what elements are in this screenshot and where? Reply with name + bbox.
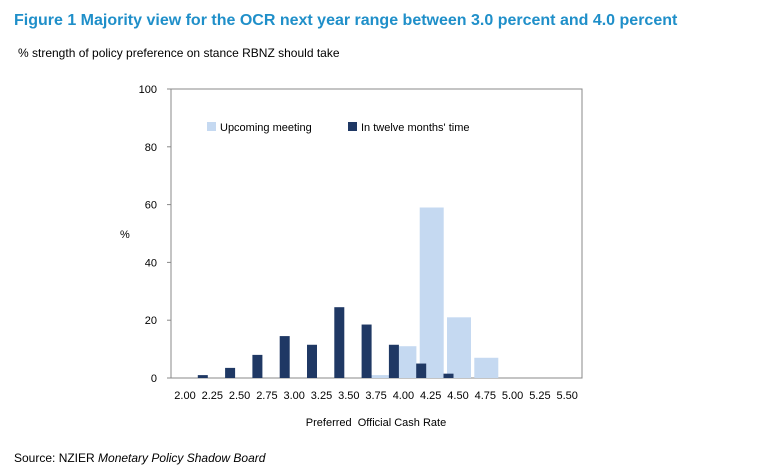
legend: Upcoming meeting In twelve months' time [207, 122, 469, 134]
legend-upcoming-meeting: Upcoming meeting [207, 122, 312, 134]
x-tick-label: 4.00 [393, 390, 414, 402]
legend-twelve-months: In twelve months' time [348, 122, 469, 134]
y-tick-label: 60 [145, 200, 157, 212]
source-publication: Monetary Policy Shadow Board [98, 451, 266, 465]
bars [197, 207, 499, 378]
x-tick-label: 2.75 [256, 390, 277, 402]
y-tick-label: 20 [145, 315, 157, 327]
x-tick-label: 2.25 [202, 390, 223, 402]
x-tick-label: 4.25 [420, 390, 441, 402]
x-tick-label: 4.50 [447, 390, 468, 402]
bar-upcoming-meeting [447, 317, 471, 378]
legend-swatch [207, 122, 216, 131]
bar-twelve-months [279, 336, 290, 378]
legend-label: In twelve months' time [361, 122, 469, 134]
bar-twelve-months [416, 363, 427, 378]
y-axis-label: % [120, 229, 130, 241]
x-tick-label: 3.00 [283, 390, 304, 402]
y-tick-label: 40 [145, 257, 157, 269]
x-tick-label: 3.75 [365, 390, 386, 402]
source-prefix: Source: NZIER [14, 451, 99, 465]
bar-upcoming-meeting [419, 207, 444, 378]
chart-title: Figure 1 Majority view for the OCR next … [14, 12, 678, 29]
y-tick-label: 0 [151, 373, 157, 385]
x-axis: 2.00 2.25 2.50 2.75 3.00 3.25 3.50 3.75 4.00 4.25… [174, 390, 578, 402]
bar-upcoming-meeting [474, 357, 499, 378]
bar-upcoming-meeting [365, 375, 390, 378]
bar-twelve-months [361, 324, 372, 378]
bar-twelve-months [388, 344, 399, 378]
x-tick-label: 2.00 [174, 390, 195, 402]
legend-swatch [348, 122, 357, 131]
legend-label: Upcoming meeting [220, 122, 312, 134]
bar-twelve-months [307, 344, 317, 378]
x-tick-label: 4.75 [475, 390, 496, 402]
x-tick-label: 5.25 [529, 390, 550, 402]
y-tick-label: 80 [145, 142, 157, 154]
x-axis-label: Preferred Official Cash Rate [306, 417, 446, 429]
x-tick-label: 3.25 [311, 390, 332, 402]
bar-twelve-months [443, 373, 454, 378]
bar-twelve-months [197, 375, 208, 378]
bar-twelve-months [334, 307, 345, 378]
x-tick-label: 2.50 [229, 390, 250, 402]
y-axis: 0 20 40 60 80 100 [139, 84, 171, 385]
bar-twelve-months [252, 354, 263, 378]
x-tick-label: 5.00 [502, 390, 523, 402]
x-tick-label: 3.50 [338, 390, 359, 402]
chart-subtitle: % strength of policy preference on stanc… [18, 46, 340, 60]
source-note: Source: NZIER Monetary Policy Shadow Boa… [14, 451, 265, 465]
y-tick-label: 100 [139, 84, 157, 96]
bar-twelve-months [225, 367, 236, 378]
x-tick-label: 5.50 [556, 390, 577, 402]
